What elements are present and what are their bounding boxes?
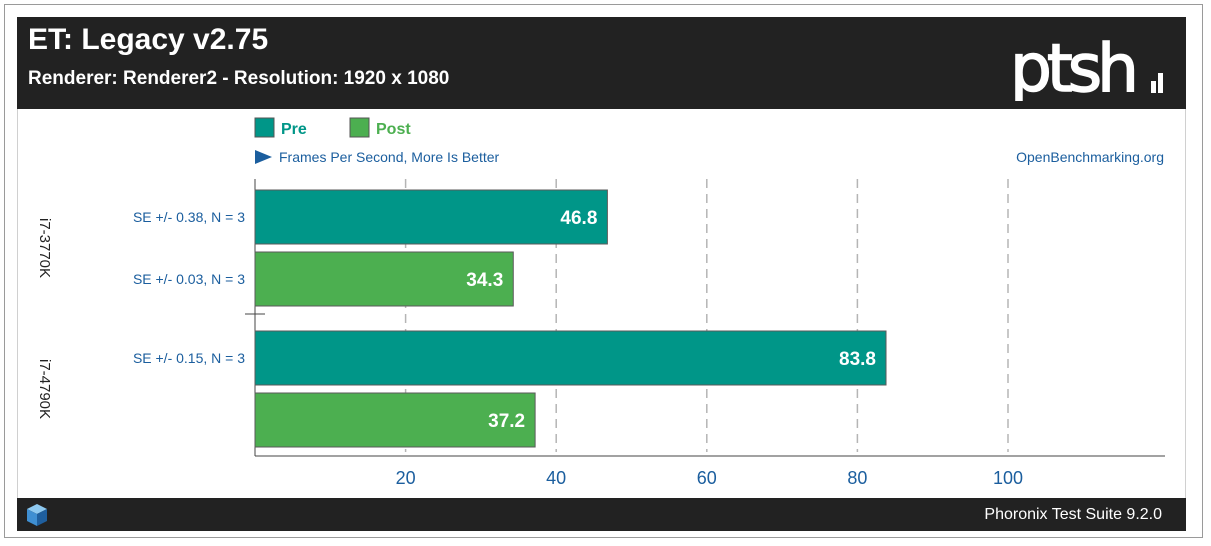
- measure-label: Frames Per Second, More Is Better: [279, 149, 500, 165]
- x-tick-label-0: 20: [396, 468, 416, 488]
- bar-value-label-1-1: 37.2: [488, 411, 525, 432]
- bar-0-1: [254, 251, 514, 307]
- chart-footer: Phoronix Test Suite 9.2.0: [17, 498, 1186, 531]
- chart-subtitle: Renderer: Renderer2 - Resolution: 1920 x…: [28, 68, 450, 89]
- legend-label-1: Post: [376, 121, 411, 138]
- source-label: OpenBenchmarking.org: [1016, 149, 1164, 165]
- footer-text: Phoronix Test Suite 9.2.0: [984, 506, 1162, 523]
- x-tick-label-3: 80: [847, 468, 867, 488]
- error-label-0-1: SE +/- 0.03, N = 3: [133, 271, 245, 287]
- legend-label-0: Pre: [281, 121, 307, 138]
- pts-logo-text: ptsh: [1010, 37, 1134, 101]
- error-label-0-0: SE +/- 0.38, N = 3: [133, 209, 245, 225]
- x-tick-label-1: 40: [546, 468, 566, 488]
- bar-value-label-1-0: 83.8: [839, 349, 876, 370]
- openbenchmarking-cube-icon: [27, 504, 47, 526]
- measure-arrow-icon: [255, 150, 272, 164]
- chart-title: ET: Legacy v2.75: [28, 23, 269, 56]
- bar-plot: 20 40 60 80 100 Pre Post Frames Per Second, Mor…: [36, 117, 1165, 488]
- chart-area: 20 40 60 80 100 Pre Post Frames Per Second, Mor…: [17, 109, 1186, 498]
- legend-swatch-1: [349, 117, 370, 138]
- category-label-1: i7-4790K: [36, 359, 53, 419]
- x-tick-label-2: 60: [697, 468, 717, 488]
- error-label-1-0: SE +/- 0.15, N = 3: [133, 350, 245, 366]
- pts-logo-icon: ptsh: [1010, 37, 1163, 101]
- bar-value-label-0-0: 46.8: [560, 208, 597, 229]
- chart-header: ET: Legacy v2.75 Renderer: Renderer2 - R…: [17, 17, 1186, 109]
- bar-0-0: [254, 189, 608, 245]
- category-label-0: i7-3770K: [36, 218, 53, 278]
- bar-value-label-0-1: 34.3: [466, 270, 503, 291]
- legend-swatch-0: [254, 117, 275, 138]
- x-tick-label-4: 100: [993, 468, 1023, 488]
- bar-1-1: [254, 392, 536, 448]
- bar-1-0: [254, 330, 887, 386]
